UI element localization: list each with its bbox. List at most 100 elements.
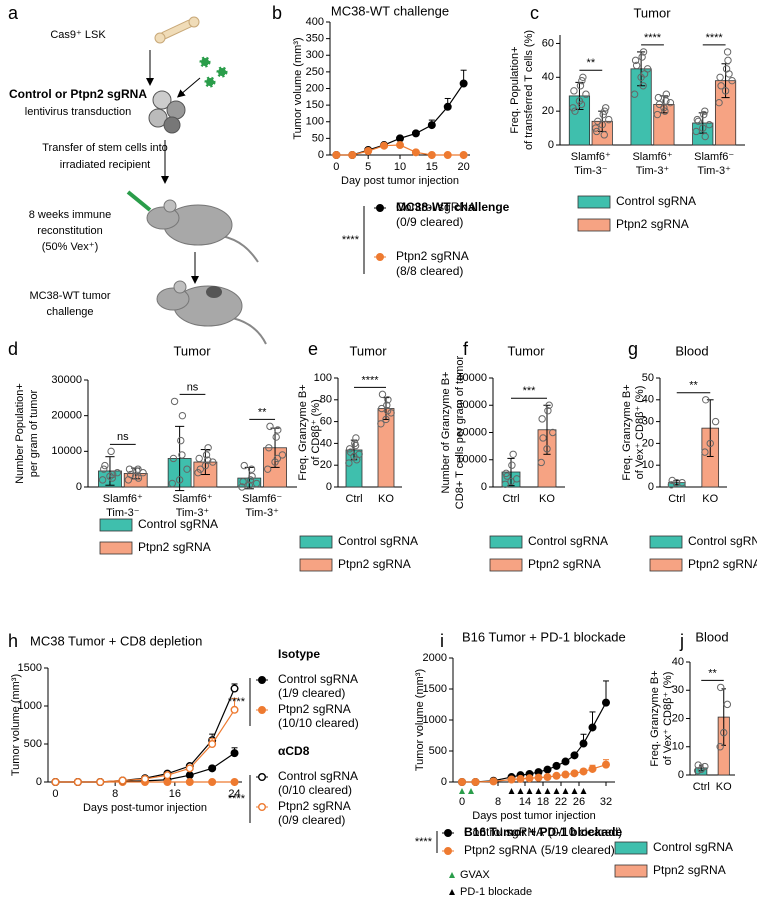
data-point [348, 150, 357, 159]
data-point [570, 751, 579, 760]
data-point [571, 107, 579, 115]
treatment-marker [508, 788, 515, 794]
chart-title: MC38 Tumor + CD8 depletion [30, 633, 202, 648]
legend-label: Control sgRNA [278, 769, 358, 783]
y-tick-label: 0 [548, 139, 554, 151]
legend-swatch [614, 841, 648, 855]
data-point [263, 465, 272, 473]
data-point [427, 121, 436, 130]
y-axis-label: of CD8β⁺ (%) [310, 399, 322, 466]
y-axis-label: of Vex⁺ CD8β⁺ (%) [662, 672, 674, 766]
data-point [383, 401, 391, 409]
y-tick-label: 20 [642, 437, 654, 449]
x-tick-label: 0 [333, 161, 339, 173]
treatment-marker [526, 788, 533, 794]
data-point [661, 107, 669, 115]
legend-label: Ptpn2 sgRNA [278, 799, 351, 813]
data-point [378, 390, 387, 399]
data-point [230, 705, 239, 714]
y-tick-label: 20000 [51, 410, 82, 422]
y-tick-label: 10 [672, 741, 684, 753]
legend-label: Control sgRNA [278, 672, 358, 686]
data-point [274, 426, 282, 434]
data-point [701, 762, 709, 771]
chart-title: Tumor [349, 343, 387, 358]
data-point [175, 476, 184, 484]
x-tick-label: Slamf6⁺ [103, 493, 143, 505]
legend-marker [449, 889, 455, 895]
x-tick-label: Ctrl [693, 781, 710, 793]
significance-label: **** [361, 374, 379, 386]
legend-swatch [299, 558, 333, 572]
data-point [579, 73, 587, 82]
data-point [459, 150, 468, 159]
y-tick-label: 20 [542, 105, 554, 117]
mouse-icon [156, 280, 267, 345]
treatment-marker [468, 788, 474, 794]
data-point [382, 415, 390, 424]
data-point [549, 428, 557, 437]
data-point [721, 87, 730, 95]
data-point [639, 48, 648, 56]
legend-swatch [489, 558, 523, 572]
data-point [134, 465, 142, 473]
virus-icons [199, 56, 228, 88]
data-point [126, 470, 135, 479]
data-point [178, 451, 186, 459]
legend-label: Control sgRNA [464, 825, 544, 839]
step-label: Cas9⁺ LSK [50, 29, 106, 41]
data-point [265, 444, 273, 452]
data-point [700, 110, 708, 119]
legend-marker [376, 203, 385, 212]
data-point [725, 70, 733, 78]
chart-title: Blood [675, 343, 708, 358]
y-tick-label: 200 [306, 82, 324, 94]
legend-label: Control sgRNA [616, 194, 696, 208]
data-point [599, 110, 607, 119]
data-point [588, 764, 597, 773]
data-point [534, 773, 543, 782]
data-point [196, 465, 205, 473]
y-tick-label: 10 [642, 459, 654, 471]
data-point [543, 773, 552, 782]
legend-swatch [489, 535, 523, 549]
data-point [209, 458, 217, 466]
x-axis-label: Day post tumor injection [341, 175, 459, 187]
y-tick-label: 10000 [51, 445, 82, 457]
x-tick-label: Slamf6⁻ [242, 493, 282, 505]
data-point [195, 454, 203, 463]
data-point [125, 465, 134, 473]
data-point [383, 407, 392, 415]
data-point [203, 456, 212, 464]
y-axis-label: Number of Granzyme B+ [440, 372, 452, 494]
significance-label: **** [342, 234, 360, 246]
data-point [346, 448, 355, 456]
x-tick-label: Tim-3⁺ [245, 507, 279, 519]
x-tick-label: 32 [600, 796, 612, 808]
x-tick-label: 0 [459, 796, 465, 808]
data-point [638, 53, 646, 61]
data-point [427, 150, 436, 159]
x-tick-label: Tim-3⁺ [697, 165, 731, 177]
data-point [716, 743, 724, 751]
data-point [134, 474, 143, 482]
data-point [51, 778, 60, 787]
data-point [247, 465, 256, 473]
legend-note: (0/10 cleared) [278, 783, 352, 797]
data-point [593, 127, 601, 136]
legend-label: Control sgRNA [338, 534, 418, 548]
y-tick-label: 350 [306, 33, 324, 45]
data-point [411, 148, 420, 157]
data-point [592, 124, 600, 132]
y-tick-label: 10000 [456, 454, 487, 466]
data-point [717, 82, 725, 90]
treatment-marker [562, 788, 569, 794]
data-point [577, 100, 586, 109]
data-point [692, 127, 700, 136]
y-axis-label: Tumor volume (mm³) [414, 669, 426, 771]
x-tick-label: Slamf6⁻ [694, 151, 734, 163]
y-tick-label: 50 [642, 372, 654, 384]
significance-label: **** [644, 32, 662, 44]
data-point [728, 76, 736, 85]
treatment-marker [571, 788, 578, 794]
